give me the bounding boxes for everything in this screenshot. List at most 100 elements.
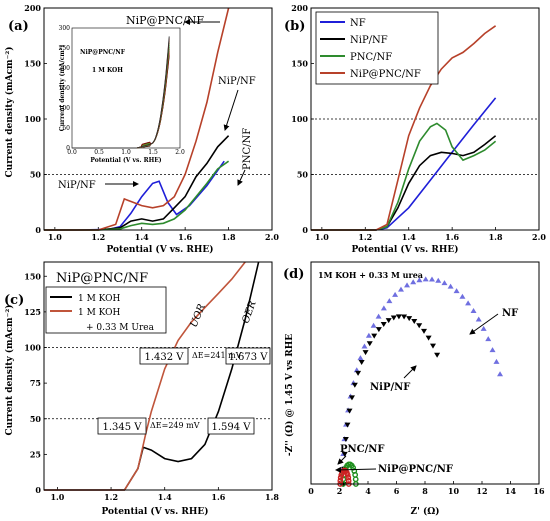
series-line — [311, 97, 497, 231]
y-tick-label: 100 — [24, 114, 41, 124]
panel-c-ylabel: Current density (mAcm⁻²) — [4, 304, 15, 435]
legend-entry-c: 1 M KOH — [78, 294, 121, 304]
x-tick-label: 0 — [308, 486, 314, 496]
y-tick-label: 200 — [291, 3, 308, 13]
scatter-point — [416, 277, 423, 283]
panel-d-xlabel: Z' (Ω) — [411, 506, 440, 517]
panel-d: -Z'' (Ω) @ 1.45 V vs RHE Z' (Ω) (d) 1M K… — [283, 261, 545, 517]
panel-b-legend: NF NiP/NF PNC/NF NiP@PNC/NF — [315, 11, 439, 85]
panel-c-annotations: 1.432 V 1.673 V 1.345 V 1.594 V ΔE=241 m… — [97, 347, 271, 435]
scatter-point — [366, 341, 373, 347]
annot-box-1432 — [139, 347, 189, 365]
scatter-point — [416, 323, 423, 329]
scatter-point — [475, 316, 482, 322]
annot-1673: 1.673 V — [228, 352, 268, 363]
series-line — [44, 135, 230, 231]
scatter-point — [434, 352, 441, 358]
scatter-point — [352, 471, 359, 478]
y-tick-label: 100 — [291, 114, 308, 124]
x-tick-label: 16 — [533, 486, 545, 496]
panel-c-title: NiP@PNC/NF — [56, 271, 148, 286]
legend-entry-c: 1 M KOH — [78, 308, 121, 318]
inset-y-tick: 100 — [59, 105, 71, 112]
scatter-point — [351, 382, 358, 388]
annot-box-1673 — [225, 347, 271, 365]
arrow-nip-nf — [223, 89, 239, 131]
x-tick-label: 1.8 — [265, 492, 279, 502]
arrow-d-pnc — [337, 455, 347, 465]
panel-b-xlabel: Potential (V vs. RHE) — [352, 244, 459, 255]
scatter-point — [385, 318, 392, 324]
annot-box-1594 — [207, 417, 255, 435]
scatter-point — [386, 298, 393, 304]
y-tick-label: 200 — [24, 3, 41, 13]
scatter-point — [397, 286, 404, 292]
scatter-point — [352, 476, 359, 483]
panel-c: Current density (mAcm⁻²) Potential (V vs… — [4, 261, 279, 517]
label-uor: UOR — [189, 302, 208, 329]
arrow-d-nip — [403, 365, 417, 379]
scatter-point — [404, 282, 411, 288]
scatter-point — [346, 408, 353, 414]
scatter-point — [380, 321, 387, 327]
panel-b-label: (b) — [284, 19, 305, 34]
scatter-point — [485, 336, 492, 342]
arrow-d-nf — [469, 313, 499, 335]
legend-entry: NiP/NF — [350, 35, 388, 46]
scatter-point — [435, 277, 442, 283]
y-tick-label: 0 — [35, 225, 41, 235]
panel-c-label: (c) — [4, 293, 24, 308]
scatter-point — [401, 314, 408, 320]
panel-a: Current density (mAcm⁻²) Potential (V vs… — [4, 3, 279, 255]
arrow-pnc-nf — [237, 169, 246, 186]
scatter-point — [380, 305, 387, 311]
x-tick-label: 12 — [476, 486, 487, 496]
series-line — [44, 160, 230, 231]
inset-x-tick: 0.0 — [67, 149, 77, 156]
series-line — [44, 7, 230, 231]
panel-d-series — [337, 276, 504, 487]
y-tick-label: 100 — [24, 343, 41, 353]
x-tick-label: 1.2 — [91, 232, 105, 242]
annot-nip-nf-2: NiP/NF — [58, 180, 96, 191]
legend-entry: NiP@PNC/NF — [350, 69, 421, 80]
x-tick-label: 2.0 — [265, 232, 279, 242]
scatter-point — [465, 300, 472, 306]
scatter-point — [337, 477, 344, 484]
x-tick-label: 1.4 — [135, 232, 149, 242]
scatter-point — [355, 370, 362, 376]
inset-x-tick: 2.0 — [175, 149, 185, 156]
scatter-point — [406, 316, 413, 322]
panel-a-arrows — [105, 19, 246, 187]
x-tick-label: 1.6 — [211, 492, 225, 502]
panel-b-frame — [310, 7, 540, 231]
scatter-point — [344, 472, 351, 478]
x-tick-label: 1.4 — [402, 232, 416, 242]
x-tick-label: 14 — [505, 486, 517, 496]
scatter-point — [345, 477, 352, 484]
x-tick-label: 1.2 — [358, 232, 372, 242]
scatter-point — [441, 280, 448, 286]
inset-y-tick: 300 — [59, 25, 71, 32]
inset-cycle-line — [72, 36, 170, 149]
x-tick-label: 2 — [337, 486, 343, 496]
inset-ylabel: Current density (mA/cm²) — [59, 45, 66, 132]
x-tick-label: 2.0 — [532, 232, 546, 242]
y-tick-label: 0 — [35, 485, 41, 495]
scatter-point — [344, 422, 351, 428]
scatter-point — [361, 343, 368, 349]
inset-title: NiP@PNC/NF — [80, 49, 126, 56]
scatter-point — [459, 293, 466, 299]
scatter-point — [348, 395, 355, 401]
inset-y-tick: 250 — [59, 45, 71, 52]
inset-y-tick: 0 — [66, 145, 70, 152]
scatter-point — [429, 343, 436, 349]
panel-a-xlabel: Potential (V vs. RHE) — [107, 244, 214, 255]
inset-frame — [71, 27, 181, 149]
x-tick-label: 4 — [365, 486, 371, 496]
arrow-d-nippnc — [335, 466, 377, 473]
y-tick-label: 150 — [24, 271, 41, 281]
x-tick-label: 1.6 — [445, 232, 459, 242]
panel-a-frame — [43, 7, 273, 231]
